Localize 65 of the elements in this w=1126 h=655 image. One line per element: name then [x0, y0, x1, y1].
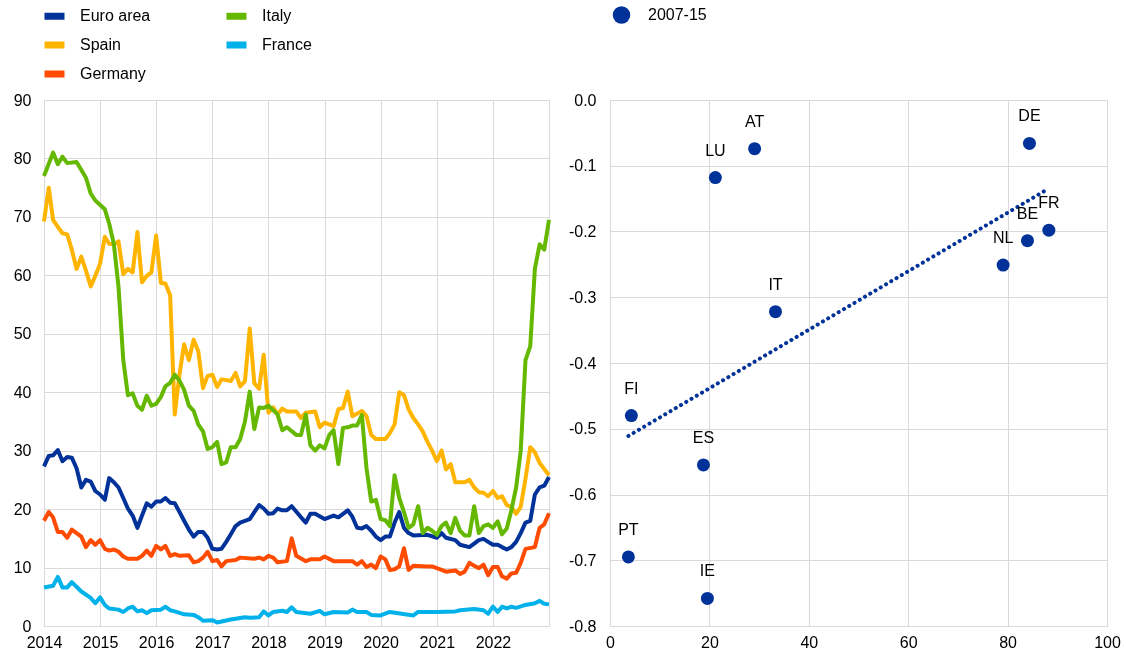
x-tick-label: 20	[701, 633, 719, 651]
y-tick-label: 40	[13, 383, 32, 401]
point	[748, 142, 762, 156]
y-tick-label: 30	[13, 442, 32, 460]
x-tick-label: 80	[999, 633, 1018, 651]
annotation: LU	[705, 141, 726, 159]
legend-label: Germany	[80, 65, 146, 82]
y-tick-label: -0.1	[568, 157, 597, 175]
x-tick-label: 2014	[26, 633, 63, 651]
x-tick-label: 2021	[419, 633, 456, 651]
y-tick-label: 10	[13, 559, 32, 577]
point	[708, 171, 722, 185]
y-tick-label: 90	[13, 91, 32, 109]
legend-label: France	[262, 36, 312, 53]
annotation: FR	[1038, 194, 1060, 212]
y-tick-label: -0.7	[568, 551, 597, 569]
legend-label: Italy	[262, 7, 292, 25]
y-tick-label: -0.3	[568, 288, 597, 306]
x-tick-label: 40	[800, 633, 819, 651]
annotation: PT	[618, 520, 639, 538]
y-tick-label: 0.0	[574, 91, 597, 109]
line-series	[42, 574, 551, 625]
y-tick-label: -0.4	[568, 354, 597, 372]
legend-label: Euro area	[80, 7, 151, 25]
x-tick-label: 100	[1094, 633, 1121, 651]
y-tick-label: -0.6	[568, 486, 597, 503]
x-tick-label: 2015	[82, 633, 119, 651]
annotation: BE	[1016, 204, 1039, 222]
point	[769, 305, 782, 319]
annotation: NL	[992, 229, 1014, 247]
x-tick-label: 2022	[475, 633, 512, 651]
x-tick-label: 0	[606, 633, 616, 651]
y-tick-label: -0.5	[568, 420, 597, 438]
y-tick-label: 20	[13, 500, 32, 518]
annotation: FI	[624, 379, 639, 397]
annotation: IT	[768, 275, 783, 293]
annotation: IE	[699, 562, 715, 580]
point	[1020, 234, 1034, 248]
x-tick-label: 2020	[363, 633, 400, 651]
annotation: AT	[744, 112, 765, 130]
line-series	[42, 510, 551, 581]
point	[624, 409, 638, 423]
y-tick-label: 50	[13, 325, 32, 343]
point	[996, 258, 1010, 272]
y-tick-label: 60	[13, 266, 32, 284]
legend-label: Spain	[80, 36, 121, 53]
x-tick-label: 2019	[307, 633, 343, 651]
annotation: ES	[692, 428, 715, 446]
y-tick-label: -0.8	[568, 617, 597, 635]
line-series	[42, 448, 551, 552]
point	[700, 591, 714, 605]
x-tick-label: 60	[899, 633, 918, 651]
y-tick-label: -0.2	[568, 223, 597, 240]
point	[1022, 136, 1036, 150]
point	[621, 550, 635, 564]
x-tick-label: 2018	[251, 633, 287, 651]
y-tick-label: 80	[13, 149, 32, 167]
x-tick-label: 2016	[138, 633, 175, 651]
x-tick-label: 2017	[195, 633, 231, 651]
legend-label: 2007-15	[648, 6, 707, 23]
y-tick-label: 0	[22, 617, 32, 635]
annotation: DE	[1018, 107, 1041, 125]
y-tick-label: 70	[13, 208, 32, 226]
point	[1042, 223, 1056, 237]
point	[696, 458, 710, 472]
